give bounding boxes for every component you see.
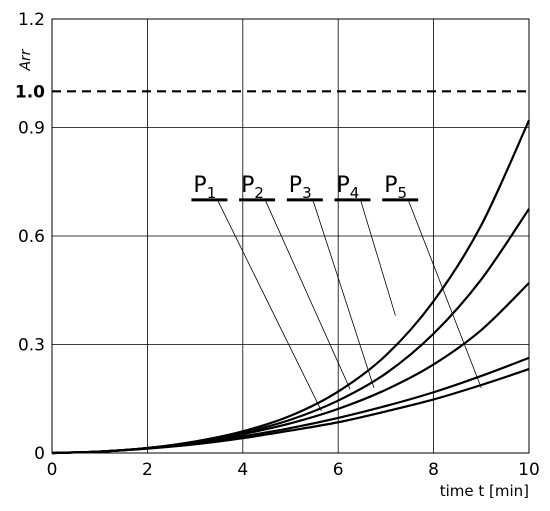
leader-line-p3	[312, 199, 375, 389]
legend: P1 P2 P3 P4 P5	[191, 173, 419, 202]
legend-label-text: P2	[241, 173, 264, 202]
x-tick-label: 0	[47, 460, 58, 480]
legend-label-p4: P4	[334, 173, 371, 202]
legend-label-text: P4	[337, 173, 360, 202]
legend-label-text: P3	[289, 173, 312, 202]
x-axis-label: time t [min]	[440, 482, 529, 500]
legend-label-p5: P5	[382, 173, 419, 202]
series-line-p5	[51, 119, 531, 455]
y-axis-label: Arr	[18, 48, 34, 71]
leader-line-p4	[360, 199, 396, 316]
y-tick-label: 0.3	[18, 336, 45, 356]
legend-label-p2: P2	[239, 173, 276, 202]
y-tick-label: 0.6	[18, 227, 45, 247]
y-tick-label: 0.9	[18, 119, 45, 139]
leader-line-p5	[407, 199, 482, 389]
y-tick-labels: 0 0.3 0.6 0.9 1.2	[18, 10, 45, 464]
leader-line-p1	[217, 199, 322, 412]
grid-lines	[52, 19, 529, 453]
y-tick-label: 0	[34, 444, 45, 464]
x-tick-label: 10	[518, 460, 540, 480]
y-tick-label: 1.2	[18, 10, 45, 30]
x-tick-label: 6	[333, 460, 344, 480]
reference-line-label: 1.0	[15, 82, 45, 102]
legend-label-text: P5	[384, 173, 407, 202]
series-line-p2	[51, 356, 530, 455]
legend-leader-lines	[217, 199, 482, 412]
legend-label-text: P1	[193, 173, 216, 202]
series-line-p1	[51, 368, 530, 455]
x-tick-label: 2	[142, 460, 153, 480]
plot-frame	[51, 18, 530, 454]
legend-label-p3: P3	[286, 173, 323, 202]
x-tick-label: 4	[237, 460, 248, 480]
series-curves	[51, 119, 531, 455]
leader-line-p2	[264, 199, 351, 390]
legend-label-p1: P1	[191, 173, 228, 202]
x-tick-label: 8	[428, 460, 439, 480]
x-tick-labels: 0 2 4 6 8 10	[47, 460, 540, 480]
